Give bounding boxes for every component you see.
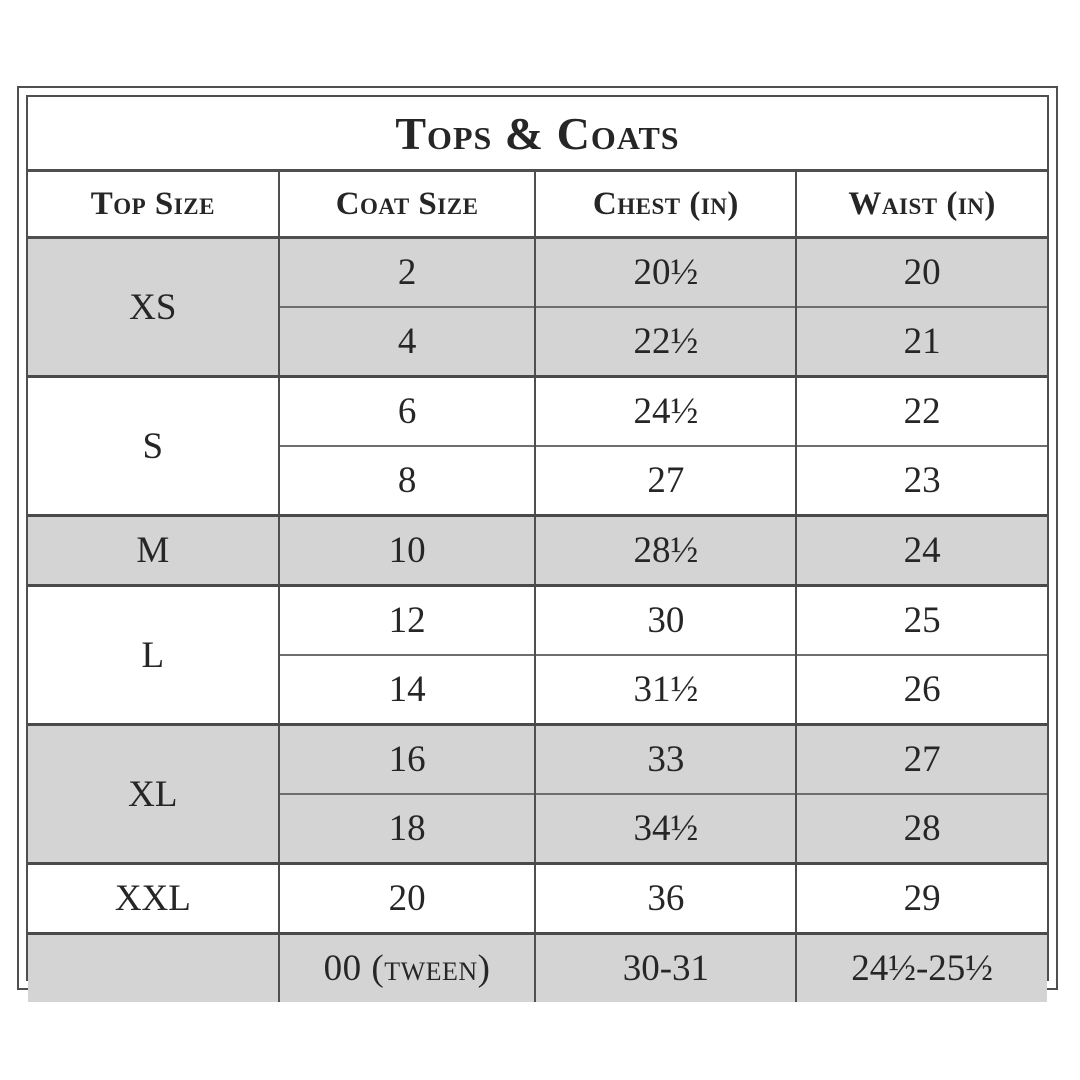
coat-size-cell: 00 (tween) — [277, 932, 536, 1002]
coat-size-cell: 6 — [277, 375, 536, 446]
chest-cell: 20½ — [534, 236, 797, 307]
chest-cell: 27 — [534, 445, 797, 516]
col-header-coat-size: Coat Size — [277, 170, 536, 239]
waist-cell: 21 — [795, 306, 1047, 377]
table-title: Tops & Coats — [28, 97, 1047, 172]
waist-cell: 26 — [795, 654, 1047, 725]
coat-size-cell: 16 — [277, 723, 536, 794]
coat-size-cell: 8 — [277, 445, 536, 516]
table-row: S 6 24½ 22 — [28, 375, 1047, 516]
chest-cell: 22½ — [534, 306, 797, 377]
table-row: 4 22½ 21 — [28, 306, 1047, 377]
waist-cell: 24½-25½ — [795, 932, 1047, 1002]
waist-cell: 25 — [795, 584, 1047, 655]
col-header-top-size: Top Size — [28, 170, 279, 239]
table-row: XXL 20 36 29 — [28, 862, 1047, 934]
coat-size-cell: 20 — [277, 862, 536, 934]
top-size-cell: XL — [28, 723, 279, 864]
chest-cell: 30-31 — [534, 932, 797, 1002]
top-size-cell: S — [28, 375, 279, 516]
table-row: 14 31½ 26 — [28, 654, 1047, 725]
waist-cell: 22 — [795, 375, 1047, 446]
table-row: L 12 30 25 — [28, 584, 1047, 725]
waist-cell: 24 — [795, 514, 1047, 586]
table-row: 00 (tween) 30-31 24½-25½ — [28, 932, 1047, 1002]
chest-cell: 31½ — [534, 654, 797, 725]
top-size-cell — [28, 932, 279, 1002]
chest-cell: 33 — [534, 723, 797, 794]
top-size-cell: XS — [28, 236, 279, 377]
waist-cell: 20 — [795, 236, 1047, 307]
inner-frame: Tops & Coats Top Size Coat Size Chest (i… — [26, 95, 1049, 1002]
coat-size-cell: 2 — [277, 236, 536, 307]
coat-size-cell: 14 — [277, 654, 536, 725]
top-size-cell: M — [28, 514, 279, 586]
coat-size-cell: 12 — [277, 584, 536, 655]
title-row: Tops & Coats — [28, 97, 1047, 172]
coat-size-cell: 4 — [277, 306, 536, 377]
coat-size-cell: 18 — [277, 793, 536, 864]
table-row: 18 34½ 28 — [28, 793, 1047, 864]
table-row: M 10 28½ 24 — [28, 514, 1047, 586]
outer-frame: Tops & Coats Top Size Coat Size Chest (i… — [17, 86, 1058, 1002]
col-header-waist: Waist (in) — [795, 170, 1047, 239]
waist-cell: 27 — [795, 723, 1047, 794]
coat-size-cell: 10 — [277, 514, 536, 586]
table-row: 8 27 23 — [28, 445, 1047, 516]
chest-cell: 30 — [534, 584, 797, 655]
top-size-cell: L — [28, 584, 279, 725]
waist-cell: 23 — [795, 445, 1047, 516]
chest-cell: 24½ — [534, 375, 797, 446]
header-row: Top Size Coat Size Chest (in) Waist (in) — [28, 170, 1047, 239]
chest-cell: 28½ — [534, 514, 797, 586]
top-size-cell: XXL — [28, 862, 279, 934]
chest-cell: 34½ — [534, 793, 797, 864]
waist-cell: 29 — [795, 862, 1047, 934]
table-row: XS 2 20½ 20 — [28, 236, 1047, 377]
waist-cell: 28 — [795, 793, 1047, 864]
size-chart-table: Tops & Coats Top Size Coat Size Chest (i… — [28, 97, 1047, 1002]
chest-cell: 36 — [534, 862, 797, 934]
table-row: XL 16 33 27 — [28, 723, 1047, 864]
col-header-chest: Chest (in) — [534, 170, 797, 239]
